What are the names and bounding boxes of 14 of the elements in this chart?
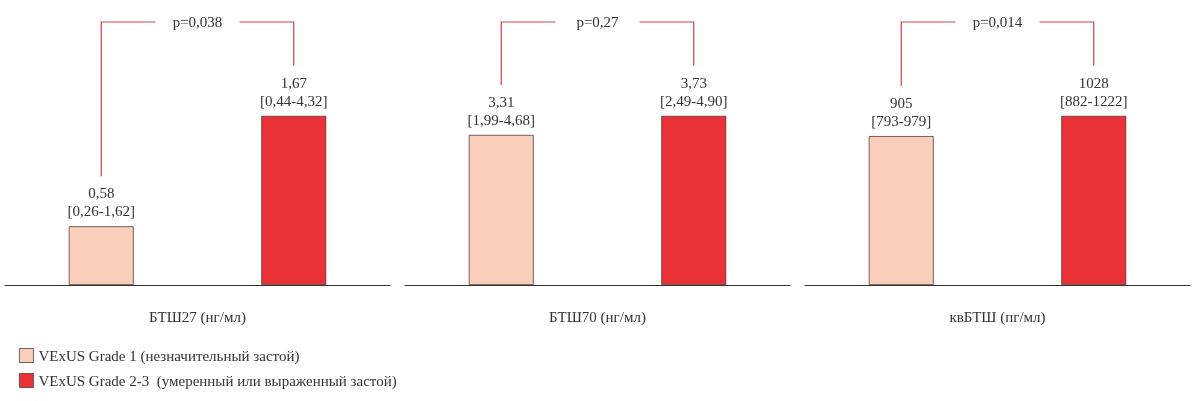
data-label: 3,31 [1,99-4,68] (467, 93, 535, 128)
text: p=0,038 (172, 14, 223, 30)
legend-label: VExUS Grade 1 (незначительный застой) (38, 347, 300, 365)
data-label: 905 [793-979] (871, 95, 932, 130)
data-label: 3,73 [2,49-4,90] (660, 74, 728, 109)
x-axis-title: БТШ70 (нг/мл) (549, 308, 646, 326)
data-label: 1028 [882-1222] (1060, 74, 1128, 109)
data-label: 1,67 [0,44-4,32] (260, 74, 328, 109)
x-axis-title: БТШ27 (нг/мл) (149, 308, 246, 326)
data-label: 0,58 [0,26-1,62] (67, 185, 135, 220)
x-axis-title: квБТШ (пг/мл) (949, 308, 1046, 326)
text: p=0,27 (576, 14, 620, 30)
legend-label: VExUS Grade 2-3 (умеренный или выраженный застой) (38, 372, 397, 390)
text: p=0,014 (972, 14, 1023, 30)
